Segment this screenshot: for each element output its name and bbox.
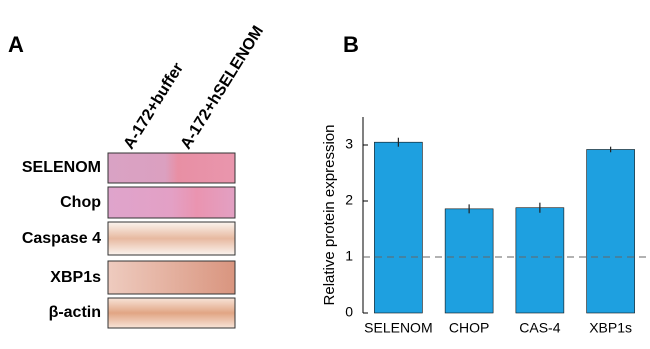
x-tick-label: CAS-4: [519, 320, 560, 336]
y-tick-label: 0: [345, 304, 353, 320]
y-tick-label: 1: [345, 248, 353, 264]
row-label: Caspase 4: [22, 230, 101, 247]
lane-label: A-172+buffer: [121, 60, 187, 152]
bar: [515, 207, 565, 314]
blot-band: [107, 297, 236, 329]
x-tick-label: CHOP: [449, 320, 489, 336]
x-tick-label: XBP1s: [589, 320, 632, 336]
blot-band: [107, 221, 236, 256]
row-label: Chop: [60, 194, 101, 211]
y-axis-label: Relative protein expression: [321, 125, 338, 306]
bar: [444, 208, 494, 314]
row-label: β-actin: [49, 304, 101, 321]
blot-band: [107, 186, 236, 219]
bar: [374, 141, 423, 314]
blot-band: [107, 260, 236, 295]
lane-label: A-172+hSELENOM: [178, 23, 268, 152]
y-tick-label: 3: [345, 136, 353, 152]
blot-band: [107, 152, 236, 184]
western-blot: [107, 152, 236, 329]
panel-label: B: [343, 32, 359, 57]
y-tick-label: 2: [345, 192, 353, 208]
bar: [586, 149, 635, 314]
row-label: SELENOM: [22, 159, 101, 176]
panel-label: A: [8, 32, 24, 57]
row-label: XBP1s: [50, 269, 101, 286]
x-tick-label: SELENOM: [364, 320, 432, 336]
